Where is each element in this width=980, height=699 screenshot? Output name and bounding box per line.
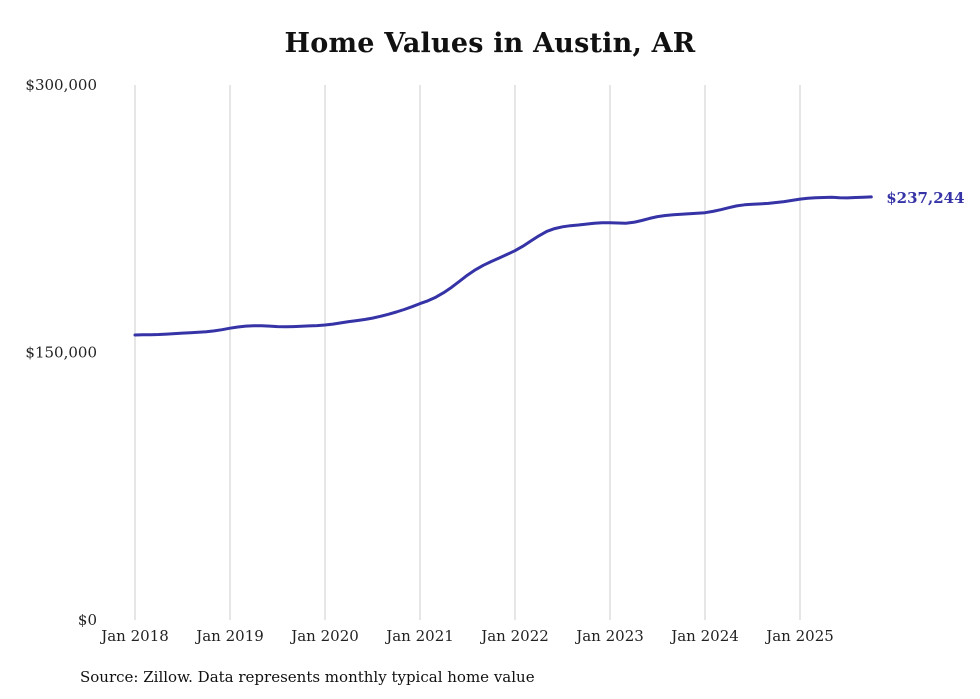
x-axis-tick-label: Jan 2018 — [99, 627, 169, 645]
source-note: Source: Zillow. Data represents monthly … — [80, 668, 535, 686]
y-axis-tick-label: $150,000 — [25, 344, 97, 362]
chart-title: Home Values in Austin, AR — [284, 28, 696, 59]
x-axis-tick-label: Jan 2023 — [574, 627, 644, 645]
home-value-line — [133, 195, 873, 337]
y-axis-tick-label: $300,000 — [25, 76, 97, 94]
y-axis-tick-label: $0 — [78, 611, 97, 629]
x-axis-tick-label: Jan 2024 — [669, 627, 739, 645]
x-axis-tick-label: Jan 2019 — [194, 627, 264, 645]
x-axis-tick-label: Jan 2022 — [479, 627, 549, 645]
x-axis-tick-label: Jan 2025 — [764, 627, 834, 645]
latest-value-label: $237,244 — [886, 188, 965, 207]
x-axis-tick-label: Jan 2020 — [289, 627, 359, 645]
x-axis-tick-label: Jan 2021 — [384, 627, 454, 645]
